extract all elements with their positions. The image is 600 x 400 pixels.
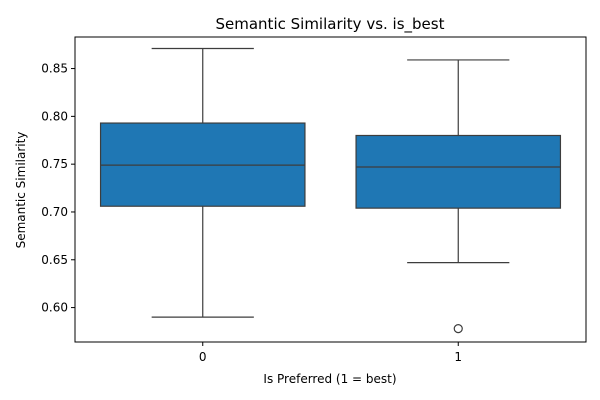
chart-title: Semantic Similarity vs. is_best [216, 15, 445, 34]
box-group-1 [355, 59, 562, 334]
box-group-0 [99, 47, 306, 318]
y-axis: 0.60 0.65 0.70 0.75 0.80 0.85 [41, 62, 75, 315]
y-tick-label: 0.85 [41, 62, 68, 76]
y-tick-label: 0.80 [41, 109, 68, 123]
y-tick-label: 0.60 [41, 301, 68, 315]
x-axis-label: Is Preferred (1 = best) [263, 372, 396, 386]
y-axis-label: Semantic Similarity [14, 132, 28, 249]
y-tick-label: 0.65 [41, 253, 68, 267]
x-tick-label: 0 [199, 350, 207, 364]
plot-area [99, 47, 562, 334]
y-tick-label: 0.75 [41, 157, 68, 171]
y-tick-label: 0.70 [41, 205, 68, 219]
x-tick-label: 1 [454, 350, 462, 364]
plot-frame [74, 36, 587, 343]
iqr-box [355, 134, 562, 209]
outlier-point [453, 324, 463, 334]
